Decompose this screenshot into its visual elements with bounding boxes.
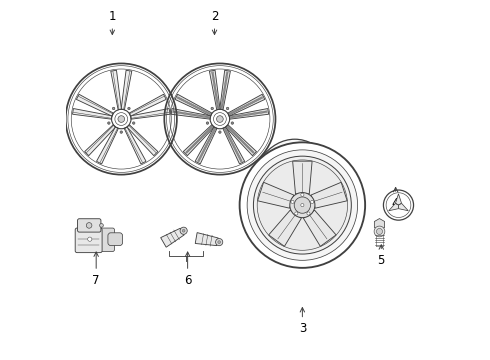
Polygon shape [311,182,347,208]
Polygon shape [161,228,184,247]
Circle shape [232,122,233,124]
Polygon shape [76,94,113,116]
Polygon shape [209,70,220,110]
Circle shape [240,142,365,268]
Circle shape [121,131,122,133]
Text: 3: 3 [299,307,306,335]
Circle shape [88,237,92,241]
Circle shape [112,107,115,110]
Polygon shape [129,94,166,116]
Circle shape [311,200,314,203]
Circle shape [219,131,221,133]
Polygon shape [398,203,408,211]
Circle shape [227,108,228,109]
Circle shape [290,193,315,218]
Text: 1: 1 [109,10,116,35]
Circle shape [133,122,134,124]
Circle shape [120,131,122,133]
Circle shape [86,222,92,228]
Polygon shape [175,94,212,116]
Polygon shape [228,94,265,116]
Circle shape [301,203,304,207]
Circle shape [294,197,311,213]
Polygon shape [223,127,245,164]
Circle shape [374,226,385,237]
Circle shape [247,150,358,260]
Circle shape [257,160,347,250]
Circle shape [113,108,114,109]
Circle shape [376,229,383,234]
Circle shape [217,116,223,122]
Polygon shape [229,108,269,119]
Text: 5: 5 [378,245,385,267]
Circle shape [108,122,110,124]
FancyBboxPatch shape [108,233,122,246]
Polygon shape [121,70,132,110]
Circle shape [307,212,310,215]
Circle shape [118,116,124,122]
FancyBboxPatch shape [75,228,102,253]
Polygon shape [171,108,211,119]
Ellipse shape [248,139,342,265]
Circle shape [226,107,229,110]
Polygon shape [225,125,257,156]
Circle shape [301,193,304,196]
Circle shape [128,107,130,110]
Polygon shape [183,125,214,156]
Text: 4: 4 [392,188,399,210]
Circle shape [212,108,213,109]
FancyBboxPatch shape [98,228,115,251]
Polygon shape [73,108,112,119]
Circle shape [211,107,214,110]
Polygon shape [97,127,119,164]
Text: 2: 2 [211,10,218,35]
Circle shape [128,108,130,109]
Polygon shape [258,182,294,208]
Text: 6: 6 [184,252,192,287]
Circle shape [207,122,208,124]
Polygon shape [303,210,336,246]
Circle shape [397,203,400,207]
Polygon shape [220,70,230,110]
Polygon shape [124,127,146,164]
Text: 7: 7 [93,252,100,287]
Circle shape [206,122,209,124]
Polygon shape [131,108,170,119]
Circle shape [218,241,220,243]
Circle shape [253,156,351,254]
Polygon shape [195,127,217,164]
Circle shape [182,229,185,232]
Circle shape [219,131,220,133]
FancyBboxPatch shape [77,219,101,232]
Polygon shape [111,70,122,110]
Polygon shape [127,125,158,156]
Circle shape [294,212,298,215]
Polygon shape [395,194,401,205]
Polygon shape [195,233,218,246]
Circle shape [99,224,103,227]
Circle shape [108,122,110,124]
Polygon shape [293,161,312,194]
Circle shape [291,200,294,203]
Circle shape [216,239,223,246]
Circle shape [180,227,187,234]
Polygon shape [85,125,116,156]
Polygon shape [389,203,398,211]
Circle shape [132,122,135,124]
Circle shape [231,122,234,124]
Polygon shape [269,210,301,246]
